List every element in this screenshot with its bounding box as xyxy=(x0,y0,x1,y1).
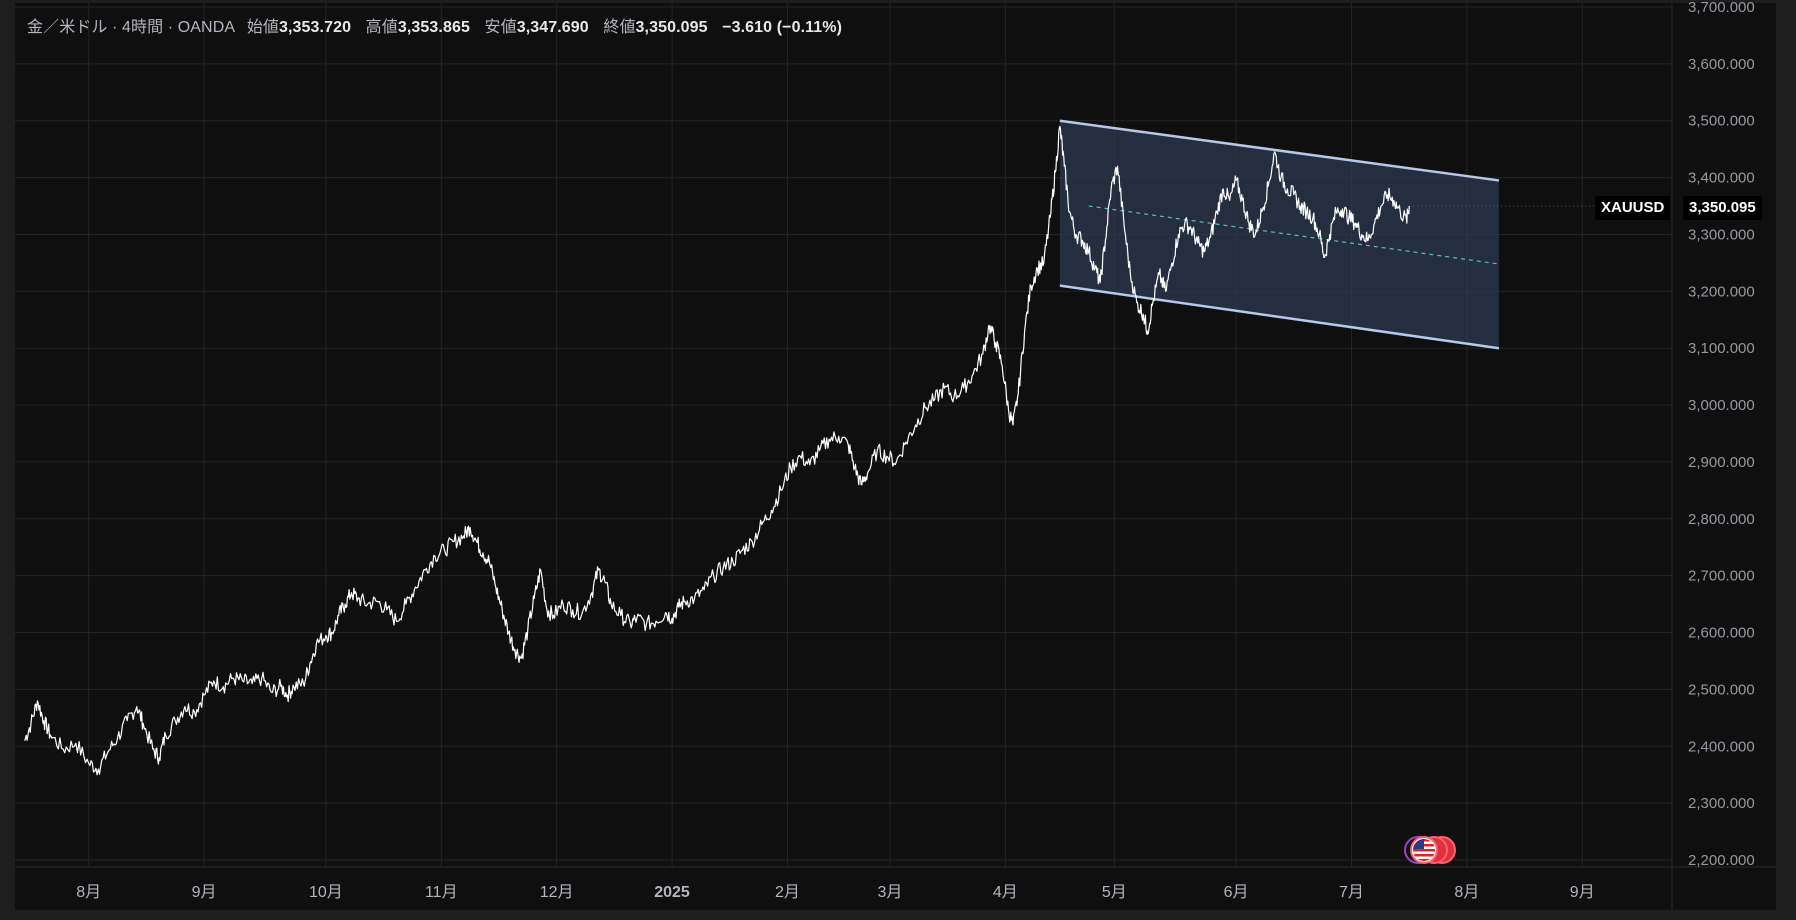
y-tick-label: 2,500.000 xyxy=(1688,681,1755,698)
close-value: 3,350.095 xyxy=(635,19,708,36)
y-tick-label: 3,600.000 xyxy=(1688,56,1755,73)
y-tick-label: 2,300.000 xyxy=(1688,795,1755,812)
last-price-label: 3,350.095 xyxy=(1689,199,1756,216)
x-tick-label: 5月 xyxy=(1102,884,1127,901)
y-tick-label: 3,700.000 xyxy=(1688,0,1755,16)
change-value: −3.610 (−0.11%) xyxy=(722,19,842,36)
low-value: 3,347.690 xyxy=(516,19,589,36)
channel-lower-line xyxy=(1059,284,1500,350)
x-tick-label: 12月 xyxy=(540,884,574,901)
channel-upper-line xyxy=(1059,119,1500,182)
x-tick-label: 3月 xyxy=(878,884,903,901)
last-price-tag: 3,350.095 xyxy=(1683,196,1762,220)
plot-background xyxy=(15,3,1776,910)
us-flag-icon[interactable] xyxy=(1402,835,1458,865)
y-tick-label: 3,500.000 xyxy=(1688,113,1755,130)
y-tick-label: 2,800.000 xyxy=(1688,511,1755,528)
x-tick-label: 10月 xyxy=(309,884,343,901)
x-tick-label: 9月 xyxy=(192,884,217,901)
y-tick-label: 2,600.000 xyxy=(1688,625,1755,642)
x-tick-label: 8月 xyxy=(76,884,101,901)
y-tick-label: 2,900.000 xyxy=(1688,454,1755,471)
low-label: 安値 xyxy=(484,19,517,36)
x-tick-label: 6月 xyxy=(1224,884,1249,901)
y-tick-label: 3,400.000 xyxy=(1688,170,1755,187)
symbol-tag-label: XAUUSD xyxy=(1601,199,1665,216)
x-tick-label: 2月 xyxy=(775,884,800,901)
x-tick-label: 2025 xyxy=(654,884,690,901)
channel-fill xyxy=(1059,120,1499,349)
y-tick-label: 3,100.000 xyxy=(1688,340,1755,357)
close-label: 終値 xyxy=(603,19,636,36)
symbol-description: 金／米ドル · 4時間 · OANDA xyxy=(27,19,235,36)
x-tick-label: 11月 xyxy=(425,884,458,901)
x-tick-label: 8月 xyxy=(1454,884,1479,901)
y-tick-label: 3,300.000 xyxy=(1688,226,1755,243)
open-value: 3,353.720 xyxy=(279,19,352,36)
symbol-tag: XAUUSD xyxy=(1595,196,1671,220)
x-tick-label: 9月 xyxy=(1570,884,1595,901)
y-tick-label: 2,400.000 xyxy=(1688,738,1755,755)
x-tick-label: 4月 xyxy=(993,884,1018,901)
y-tick-label: 3,000.000 xyxy=(1688,397,1755,414)
high-value: 3,353.865 xyxy=(397,19,470,36)
y-tick-label: 2,200.000 xyxy=(1688,852,1755,869)
channel-midline xyxy=(1088,205,1500,265)
x-tick-label: 7月 xyxy=(1339,884,1364,901)
ohlc-legend: 金／米ドル · 4時間 · OANDA 始値3,353.720 高値3,353.… xyxy=(27,13,842,37)
price-series-line xyxy=(24,125,1410,776)
high-label: 高値 xyxy=(365,19,398,36)
y-tick-label: 3,200.000 xyxy=(1688,283,1755,300)
y-tick-label: 2,700.000 xyxy=(1688,568,1755,585)
open-label: 始値 xyxy=(246,19,280,36)
